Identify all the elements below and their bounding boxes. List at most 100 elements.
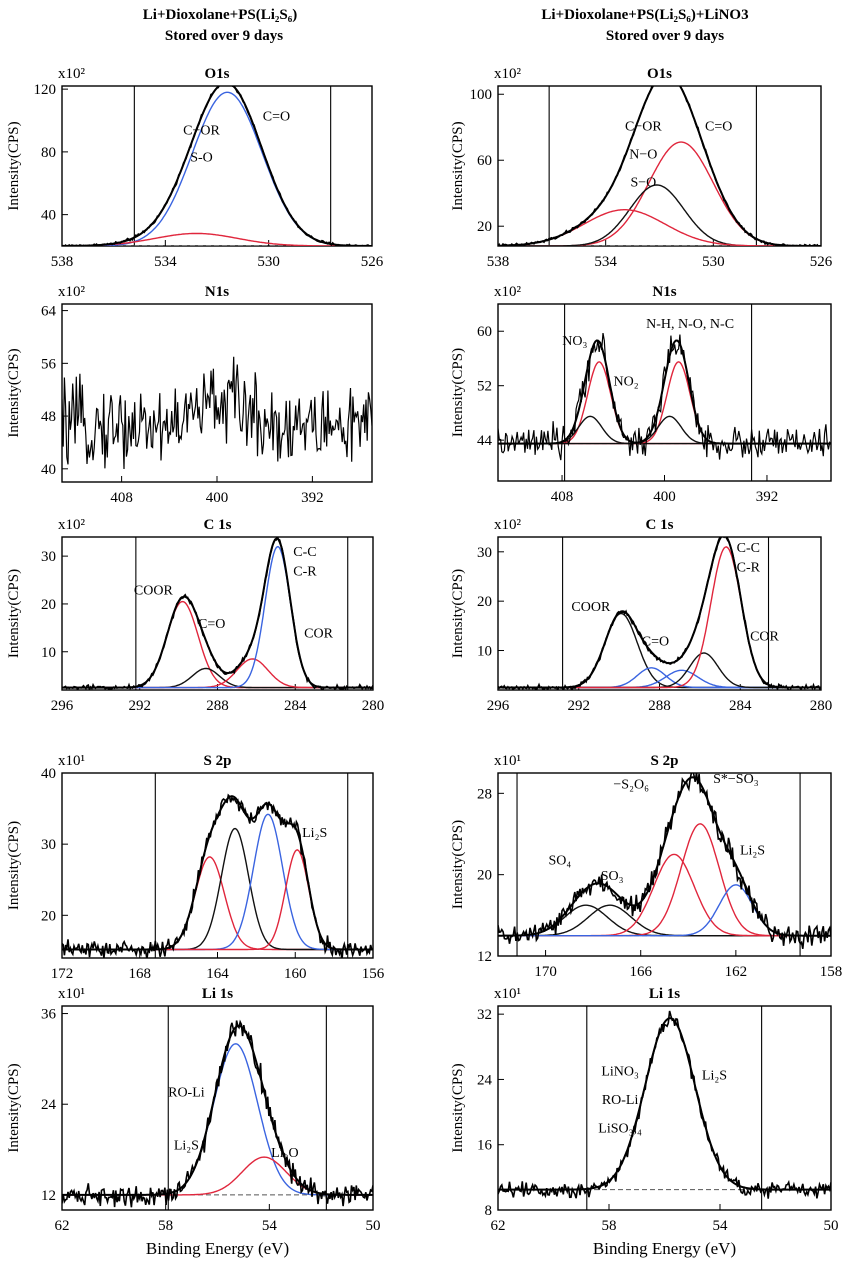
x-axis-label: Binding Energy (eV) — [593, 1239, 736, 1258]
x-tick-label: 164 — [206, 966, 229, 982]
raw-spectrum — [62, 86, 372, 246]
multiplier-label: x10² — [58, 66, 86, 82]
fit-envelope — [62, 1024, 373, 1196]
peak-annotation: S−O — [630, 176, 656, 191]
multiplier-label: x10¹ — [494, 986, 521, 1002]
x-tick-label: 158 — [820, 964, 843, 980]
multiplier-label: x10² — [494, 66, 522, 82]
y-tick-label: 30 — [41, 837, 56, 853]
y-tick-label: 8 — [485, 1203, 493, 1219]
multiplier-label: x10² — [58, 284, 86, 300]
y-tick-label: 64 — [41, 304, 57, 320]
y-axis-label: Intensity(CPS) — [6, 821, 22, 910]
y-axis-label: Intensity(CPS) — [6, 1063, 22, 1152]
peak-annotation: LiNO₃ — [601, 1064, 639, 1079]
plot-area — [498, 537, 821, 690]
y-axis-label: Intensity(CPS) — [6, 121, 22, 210]
x-tick-label: 538 — [487, 254, 510, 270]
panel-o1s-a: O1s x10² Intensity(CPS) 538 534 530 526 40 80 120… — [6, 66, 384, 270]
y-tick-label: 80 — [41, 145, 56, 161]
x-tick-label: 408 — [551, 489, 574, 505]
y-axis-label: Intensity(CPS) — [6, 348, 22, 437]
x-tick-label: 166 — [629, 964, 652, 980]
panel-title: N1s — [652, 284, 676, 300]
multiplier-label: x10² — [494, 517, 522, 533]
panel-n1s-b: N1s x10² Intensity(CPS) 408 400 392 44 52 60 NO₃ N… — [450, 284, 832, 505]
x-tick-label: 408 — [110, 490, 133, 506]
y-axis-label: Intensity(CPS) — [450, 1063, 466, 1152]
y-tick-label: 24 — [41, 1097, 57, 1113]
panel-title: O1s — [204, 66, 229, 82]
x-tick-label: 280 — [362, 698, 385, 714]
x-tick-label: 62 — [55, 1218, 70, 1234]
y-tick-label: 52 — [477, 379, 492, 395]
peak-annotation: C=O — [263, 110, 290, 125]
peak-annotation: NO₃ — [562, 334, 587, 349]
fit-component-red — [62, 856, 373, 951]
peak-annotation: S-O — [190, 150, 213, 165]
x-tick-label: 58 — [158, 1218, 173, 1234]
left-column-title-line2: Stored over 9 days — [165, 28, 283, 44]
x-tick-label: 58 — [602, 1218, 617, 1234]
x-tick-label: 284 — [284, 698, 307, 714]
peak-annotation: N−O — [629, 148, 657, 163]
panel-title: Li 1s — [202, 986, 233, 1002]
x-tick-label: 54 — [713, 1218, 729, 1234]
x-tick-label: 162 — [725, 964, 748, 980]
x-tick-label: 168 — [129, 966, 152, 982]
plot-area — [498, 86, 821, 246]
panel-o1s-b: O1s x10² Intensity(CPS) 538 534 530 526 20 60 100… — [450, 66, 833, 270]
panel-title: N1s — [205, 284, 229, 300]
y-tick-label: 40 — [41, 208, 56, 224]
panel-s2p-a: S 2p x10¹ Intensity(CPS) 172 168 164 160 156 20 3… — [6, 753, 385, 982]
peak-annotation: C=O — [642, 635, 669, 650]
plot-frame — [497, 1005, 832, 1211]
x-tick-label: 288 — [648, 698, 671, 714]
x-tick-label: 156 — [362, 966, 385, 982]
x-tick-label: 288 — [206, 698, 229, 714]
peak-annotation: Li₂O — [271, 1146, 298, 1161]
plot-area — [498, 773, 831, 949]
panel-li1s-b: Li 1s x10¹ Intensity(CPS) 62 58 54 50 8 16 24 32 Li… — [450, 986, 839, 1258]
plot-area — [498, 332, 831, 461]
peak-annotation: S*−SO₃ — [713, 772, 759, 787]
fit-component-black — [498, 904, 831, 937]
fit-component-black — [498, 1017, 831, 1191]
plot-frame — [61, 772, 374, 959]
y-tick-label: 10 — [41, 645, 56, 661]
x-tick-label: 172 — [51, 966, 74, 982]
x-tick-label: 538 — [51, 254, 74, 270]
fit-envelope — [498, 1017, 831, 1191]
raw-spectrum — [498, 1010, 831, 1199]
y-tick-label: 20 — [41, 908, 56, 924]
plot-frame — [61, 1005, 374, 1211]
peak-annotation: Li₂S — [740, 843, 765, 858]
peak-annotation: C-R — [737, 561, 761, 576]
panel-title: C 1s — [646, 517, 674, 533]
y-axis-label: Intensity(CPS) — [6, 569, 22, 658]
plot-frame — [61, 303, 373, 483]
x-tick-label: 284 — [729, 698, 752, 714]
raw-spectrum — [62, 793, 373, 958]
fit-component-black — [498, 612, 821, 689]
peak-annotation: C-R — [293, 564, 317, 579]
y-tick-label: 30 — [41, 549, 56, 565]
peak-annotation: SO₄ — [548, 854, 571, 869]
x-tick-label: 296 — [487, 698, 510, 714]
peak-annotation: −S₂O₆ — [613, 777, 649, 792]
y-tick-label: 36 — [41, 1007, 57, 1023]
panel-title: Li 1s — [649, 986, 680, 1002]
x-tick-label: 170 — [534, 964, 557, 980]
raw-spectrum — [62, 356, 372, 470]
fit-component-black — [62, 827, 373, 951]
plot-area — [62, 356, 372, 470]
peak-annotation: SO₃ — [601, 869, 624, 884]
x-tick-label: 534 — [594, 254, 617, 270]
panel-c1s-a: C 1s x10² Intensity(CPS) 296 292 288 284 280 10 2… — [6, 517, 384, 714]
x-tick-label: 526 — [361, 254, 384, 270]
plot-frame — [497, 772, 832, 957]
plot-frame — [497, 85, 822, 247]
peak-annotation: Li₂S — [702, 1068, 727, 1083]
y-tick-label: 30 — [477, 545, 492, 561]
